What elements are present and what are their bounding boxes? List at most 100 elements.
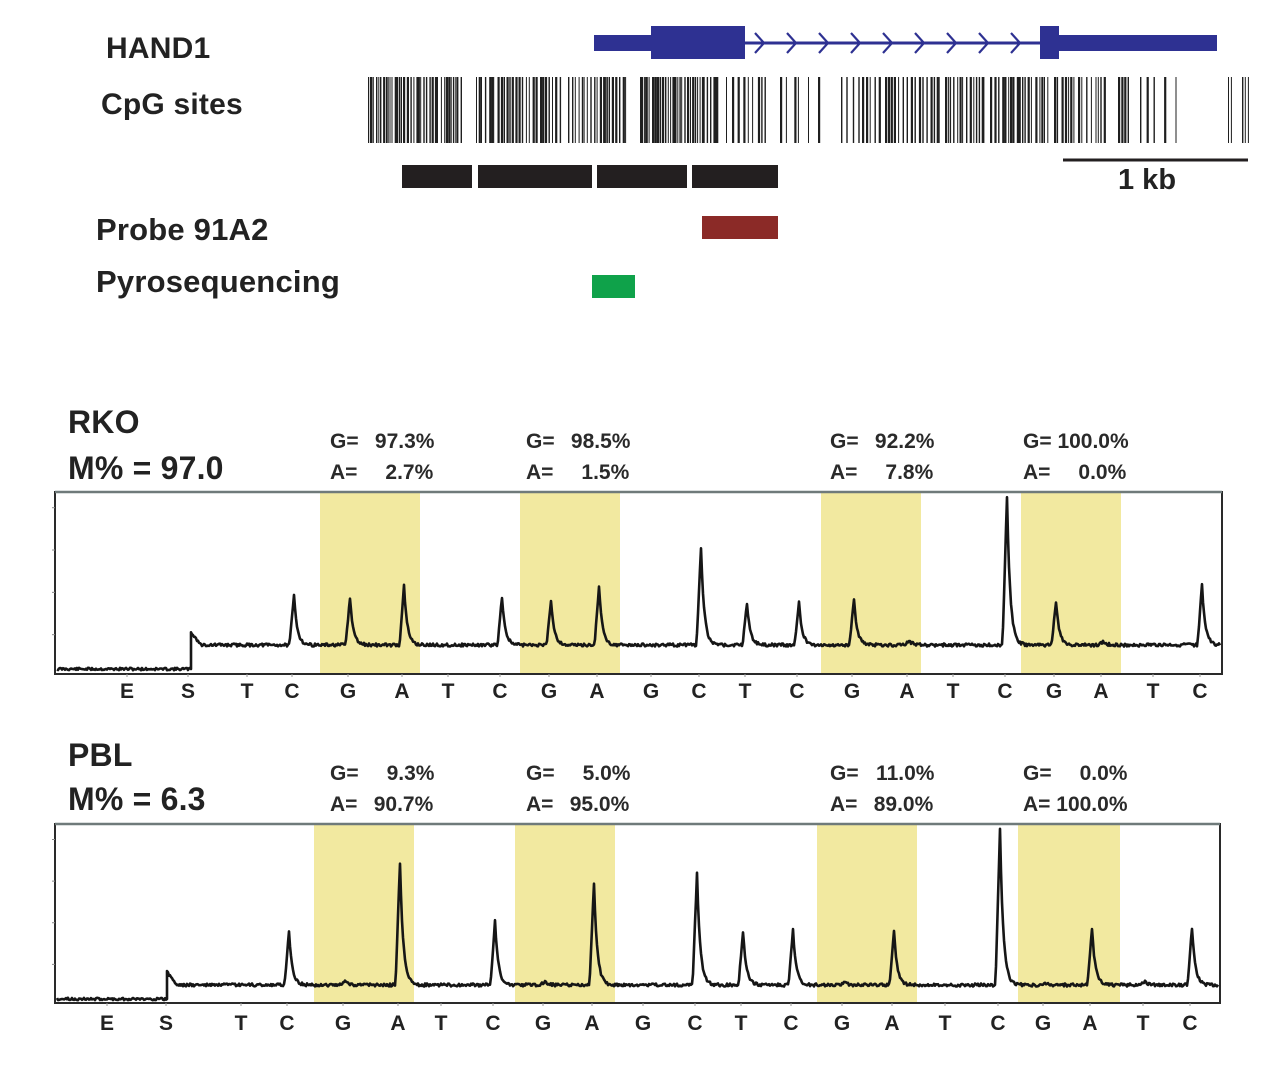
cpg-site-tick	[957, 77, 959, 143]
cpg-site-tick	[542, 77, 545, 143]
cpg-site-tick	[509, 77, 511, 143]
cpg-site-tick	[959, 77, 962, 143]
intron-direction-arrow	[946, 32, 958, 54]
cpg-site-tick	[640, 77, 643, 143]
cpg-site-tick	[672, 77, 675, 143]
cpg-site-tick	[670, 77, 672, 143]
cpg-site-tick	[898, 77, 900, 143]
cpg-site-tick	[1095, 77, 1097, 143]
cpg-site-tick	[398, 77, 401, 143]
dispensation-c: C	[492, 680, 508, 703]
cpg-site-tick	[737, 77, 740, 143]
cpg-site-tick	[1039, 77, 1041, 143]
g-value: 5.0%	[582, 762, 631, 785]
cpg-site-tick	[645, 77, 648, 143]
cpg-site-tick	[1103, 77, 1106, 143]
cpg-site-tick	[605, 77, 607, 143]
dispensation-a: A	[589, 680, 605, 703]
cpg-site-tick	[966, 77, 968, 143]
a-value: 1.5%	[581, 461, 630, 484]
cpg-site-tick	[559, 77, 562, 143]
cpg-site-tick	[752, 77, 754, 143]
cpg-site-tick	[878, 77, 881, 143]
cpg-site-tick	[697, 77, 699, 143]
cpg-site-tick	[818, 77, 821, 143]
cpg-site-tick	[1044, 77, 1045, 143]
cpg-site-tick	[380, 77, 382, 143]
a-prefix: A=	[526, 461, 560, 484]
dispensation-c: C	[783, 1012, 799, 1035]
cpg-site-tick	[403, 77, 406, 143]
cpg-site-tick	[706, 77, 709, 143]
g-value: 11.0%	[876, 762, 935, 785]
g-prefix: G=	[526, 762, 561, 785]
pbl-methylation-percent: M% = 6.3	[68, 781, 206, 817]
cpg-site-tick	[846, 77, 848, 143]
cpg-site-tick	[387, 77, 389, 143]
cpg-island-region-bars	[402, 165, 778, 188]
cpg-site-tick	[953, 77, 955, 143]
cpg-site-tick	[396, 77, 398, 143]
dispensation-t: T	[938, 1012, 952, 1035]
cpg-sites-label: CpG sites	[101, 88, 243, 121]
dispensation-t: T	[734, 1012, 748, 1035]
cpg-site-tick	[945, 77, 948, 143]
g-percent-annotation: G= 0.0%	[1023, 762, 1127, 786]
cpg-site-tick	[603, 77, 606, 143]
cpg-site-tick	[1153, 77, 1155, 143]
cpg-site-tick	[455, 77, 457, 143]
cpg-site-tick	[1068, 77, 1070, 143]
cpg-site-tick	[369, 77, 372, 143]
a-prefix: A=	[1023, 793, 1057, 816]
cpg-site-tick	[785, 77, 787, 143]
dispensation-c: C	[1192, 680, 1208, 703]
probe-label: Probe 91A2	[96, 212, 269, 247]
cpg-site-tick	[852, 77, 855, 143]
cpg-site-tick	[578, 77, 580, 143]
intron-direction-arrow	[754, 32, 766, 54]
intron-direction-arrow	[882, 32, 894, 54]
cpg-site-tick	[902, 77, 904, 143]
cpg-site-tick	[511, 77, 514, 143]
cpg-site-tick	[648, 77, 650, 143]
cpg-site-tick	[692, 77, 695, 143]
cpg-site-tick	[452, 77, 455, 143]
pyrogram-trace	[56, 495, 1222, 672]
cpg-site-tick	[506, 77, 509, 143]
cpg-site-tick	[1027, 77, 1030, 143]
cpg-highlight-band	[817, 824, 917, 1003]
cpg-highlight-band	[515, 824, 615, 1003]
cpg-site-tick	[493, 77, 495, 143]
region-bar-segment	[478, 165, 592, 188]
cpg-site-tick	[437, 77, 438, 143]
cpg-site-tick	[572, 77, 574, 143]
cpg-site-tick	[1230, 77, 1232, 143]
cpg-site-tick	[481, 77, 482, 143]
dispensation-a: A	[884, 1012, 900, 1035]
cpg-site-tick	[797, 77, 799, 143]
cpg-site-tick	[1175, 77, 1177, 143]
cpg-site-tick	[690, 77, 691, 143]
cpg-site-tick	[596, 77, 598, 143]
cpg-site-tick	[1041, 77, 1044, 143]
exon-1	[651, 26, 745, 59]
a-value: 2.7%	[385, 461, 434, 484]
cpg-site-tick	[1047, 77, 1049, 143]
a-value: 0.0%	[1078, 461, 1127, 484]
cpg-site-tick	[608, 77, 610, 143]
dispensation-g: G	[534, 1012, 552, 1035]
g-percent-annotation: G= 92.2%	[830, 430, 934, 454]
cpg-site-tick	[794, 77, 797, 143]
dispensation-a: A	[899, 680, 915, 703]
dispensation-a: A	[1082, 1012, 1098, 1035]
dispensation-a: A	[1093, 680, 1109, 703]
cpg-site-tick	[841, 77, 843, 143]
cpg-site-tick	[757, 77, 761, 143]
cpg-site-tick	[590, 77, 592, 143]
cpg-site-tick	[1054, 77, 1057, 143]
cpg-site-tick	[1004, 77, 1007, 143]
dispensation-s: S	[158, 1012, 174, 1035]
intron-arrows	[754, 32, 1022, 54]
dispensation-t: T	[441, 680, 455, 703]
cpg-site-tick	[866, 77, 869, 143]
